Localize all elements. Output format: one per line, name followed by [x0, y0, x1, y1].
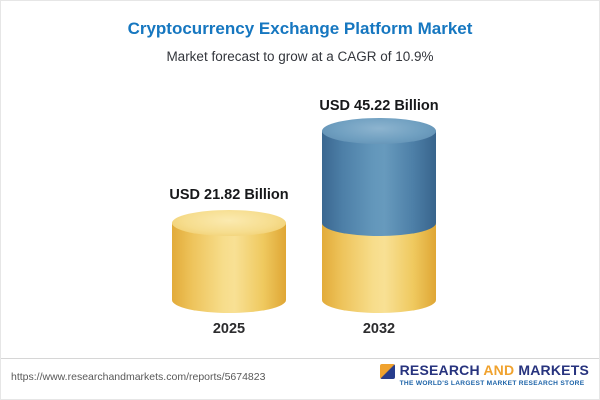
value-label-2032: USD 45.22 Billion: [319, 98, 439, 114]
report-url-link[interactable]: https://www.researchandmarkets.com/repor…: [11, 371, 266, 383]
logo-word-research: RESEARCH: [399, 362, 480, 378]
bar-2032-top-cap: [322, 118, 436, 144]
footer-divider: [1, 358, 599, 359]
chart-title: Cryptocurrency Exchange Platform Market: [127, 19, 473, 38]
value-label-2025: USD 21.82 Billion: [169, 187, 289, 203]
bar-2032-yellow-segment: [322, 223, 436, 313]
bar-2025-top-cap: [172, 210, 286, 236]
bar-2025-cylinder: [172, 210, 286, 313]
logo-mark-icon: [379, 364, 395, 379]
logo-word-markets: MARKETS: [518, 362, 589, 378]
axis-label-2032: 2032: [362, 321, 396, 337]
bar-2032-blue-segment: [322, 131, 436, 236]
axis-label-2025: 2025: [212, 321, 246, 337]
logo-tagline: THE WORLD'S LARGEST MARKET RESEARCH STOR…: [399, 380, 585, 387]
bar-2025-body: [172, 223, 286, 313]
chart-subtitle: Market forecast to grow at a CAGR of 10.…: [166, 49, 434, 64]
logo-word-and: AND: [483, 362, 515, 378]
logo-wordmark: RESEARCH AND MARKETS: [400, 363, 589, 377]
bar-2032-cylinder: [322, 118, 436, 313]
company-logo[interactable]: RESEARCH AND MARKETS THE WORLD'S LARGEST…: [379, 363, 589, 387]
